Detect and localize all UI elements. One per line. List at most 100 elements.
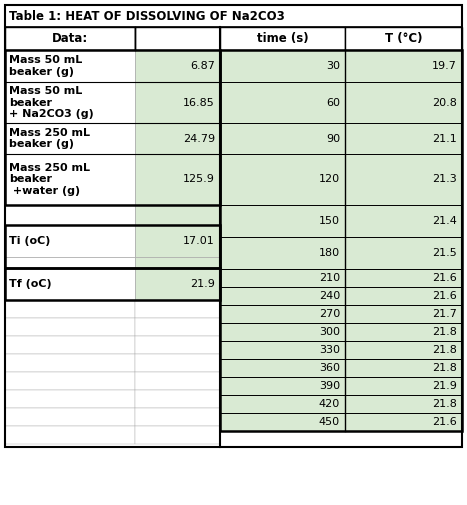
Bar [345,413,462,431]
Bar [345,27,462,50]
Text: 21.9: 21.9 [432,381,457,391]
Bar [345,123,462,154]
Text: Data:: Data: [52,32,88,45]
Text: 240: 240 [319,291,340,301]
Text: 21.7: 21.7 [432,309,457,319]
Text: 17.01: 17.01 [183,236,215,246]
Bar [5,426,135,444]
Text: Mass 50 mL
beaker (g): Mass 50 mL beaker (g) [9,55,82,77]
Text: 21.5: 21.5 [432,248,457,258]
Bar [345,287,462,305]
Bar [220,154,345,205]
Bar [5,268,220,300]
Text: 20.8: 20.8 [432,97,457,108]
Bar [135,50,220,82]
Bar [345,237,462,269]
Text: Mass 50 mL
beaker
+ Na2CO3 (g): Mass 50 mL beaker + Na2CO3 (g) [9,86,94,119]
Bar [5,390,135,408]
Text: 21.1: 21.1 [432,133,457,143]
Bar [5,354,135,372]
Bar [5,372,135,390]
Bar [135,372,220,390]
Bar [5,154,135,205]
Bar [135,408,220,426]
Bar [220,27,345,50]
Text: 21.8: 21.8 [432,399,457,409]
Bar [345,154,462,205]
Bar [220,413,345,431]
Text: 30: 30 [326,61,340,71]
Text: 21.6: 21.6 [432,291,457,301]
Text: 210: 210 [319,273,340,283]
Text: Mass 250 mL
beaker (g): Mass 250 mL beaker (g) [9,128,90,149]
Text: 450: 450 [319,417,340,427]
Text: 270: 270 [319,309,340,319]
Bar [220,395,345,413]
Bar [345,205,462,237]
Bar [5,5,462,27]
Bar [220,205,345,237]
Bar [345,305,462,323]
Bar [135,205,220,225]
Bar [5,225,135,257]
Bar [135,154,220,205]
Text: 150: 150 [319,216,340,226]
Text: Ti (oC): Ti (oC) [9,236,50,246]
Bar [5,318,135,336]
Text: 21.9: 21.9 [190,279,215,289]
Text: 390: 390 [319,381,340,391]
Bar [135,82,220,123]
Text: 24.79: 24.79 [183,133,215,143]
Bar [345,377,462,395]
Bar [5,268,135,300]
Bar [5,336,135,354]
Bar [5,408,135,426]
Bar [220,123,345,154]
Text: 420: 420 [319,399,340,409]
Text: Mass 250 mL
beaker
 +water (g): Mass 250 mL beaker +water (g) [9,163,90,196]
Text: 330: 330 [319,345,340,355]
Bar [220,341,345,359]
Bar [5,225,220,268]
Text: Table 1: HEAT OF DISSOLVING OF Na2CO3: Table 1: HEAT OF DISSOLVING OF Na2CO3 [9,10,285,23]
Bar [5,82,135,123]
Text: 21.8: 21.8 [432,363,457,373]
Bar [135,426,220,444]
Bar [135,225,220,257]
Text: 21.8: 21.8 [432,327,457,337]
Bar [220,305,345,323]
Bar [345,323,462,341]
Bar [5,50,220,205]
Bar [345,50,462,82]
Bar [220,50,462,431]
Text: 120: 120 [319,175,340,184]
Bar [345,82,462,123]
Text: 360: 360 [319,363,340,373]
Text: 21.6: 21.6 [432,273,457,283]
Bar [5,123,135,154]
Bar [5,27,135,50]
Bar [135,354,220,372]
Text: 125.9: 125.9 [183,175,215,184]
Bar [220,359,345,377]
Bar [220,377,345,395]
Bar [5,50,135,82]
Text: 300: 300 [319,327,340,337]
Text: 19.7: 19.7 [432,61,457,71]
Bar [345,359,462,377]
Text: 16.85: 16.85 [183,97,215,108]
Text: 21.8: 21.8 [432,345,457,355]
Text: Tf (oC): Tf (oC) [9,279,52,289]
Text: 180: 180 [319,248,340,258]
Text: T (°C): T (°C) [385,32,422,45]
Bar [135,390,220,408]
Bar [345,395,462,413]
Bar [5,5,462,447]
Bar [220,287,345,305]
Bar [135,123,220,154]
Text: 90: 90 [326,133,340,143]
Bar [5,205,135,225]
Bar [135,27,220,50]
Bar [5,257,135,268]
Bar [135,257,220,268]
